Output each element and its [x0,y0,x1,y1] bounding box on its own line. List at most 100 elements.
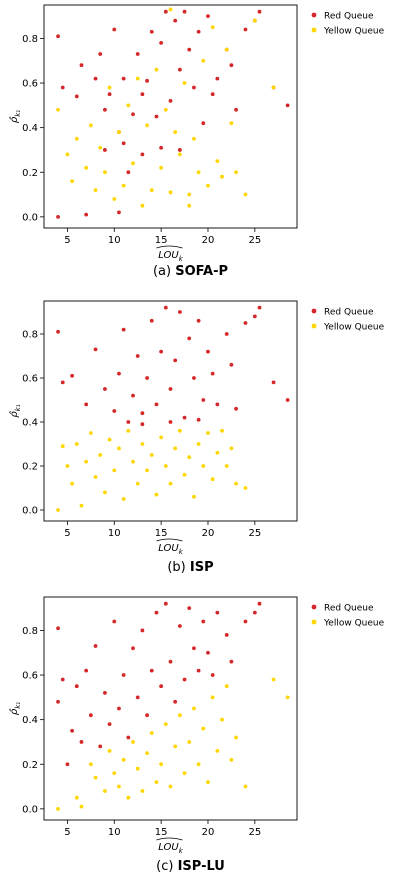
yellow-queue-point [168,784,173,789]
yellow-queue-point [210,477,215,482]
yellow-queue-point [140,442,145,446]
red-queue-point [182,415,187,420]
yellow-queue-point [131,740,135,744]
red-queue-point [135,695,140,700]
yellow-queue-point [126,795,131,800]
x-tick-label: 10 [108,528,121,539]
red-queue-point [93,347,98,352]
y-tick-label: 0.8 [22,626,38,637]
y-tick-label: 0.0 [22,804,38,815]
red-queue-point [187,336,192,341]
legend-label: Red Queue [324,12,374,22]
x-tick-label: 15 [155,827,168,838]
yellow-queue-point [159,762,164,767]
red-queue-point [206,650,210,655]
red-queue-point [177,310,182,314]
red-queue-point [126,735,131,740]
yellow-queue-point [84,459,89,464]
red-queue-point [98,744,103,749]
y-tick-label: 0.0 [22,506,38,517]
yellow-queue-point [149,453,154,457]
legend-label: Yellow Queue [323,27,385,37]
red-queue-point [168,659,173,664]
red-queue-point [74,684,79,689]
red-queue-point [103,148,107,152]
yellow-queue-point [173,446,178,451]
yellow-queue-point [182,771,187,776]
yellow-queue-point [234,481,238,486]
red-queue-point [60,85,65,90]
x-tick-label: 5 [64,528,70,539]
red-queue-point [145,376,149,380]
yellow-queue-point [201,464,206,468]
red-queue-series [56,305,290,427]
red-queue-point [163,305,168,310]
red-queue-point [145,713,149,718]
yellow-queue-point [196,762,201,767]
y-tick-label: 0.0 [22,212,38,223]
red-queue-point [163,601,168,606]
x-tick-label: 25 [248,528,261,539]
yellow-queue-point [163,464,168,468]
red-queue-point [149,668,154,673]
yellow-queue-point [56,806,60,811]
red-queue-point [88,713,93,718]
yellow-queue-point [56,508,60,512]
red-queue-point [285,103,290,108]
yellow-queue-point [271,85,276,90]
yellow-queue-point [220,428,224,433]
yellow-queue-point [74,442,79,446]
yellow-queue-point [182,81,187,85]
red-queue-point [56,699,60,704]
yellow-queue-point [65,464,70,468]
yellow-queue-point [234,735,238,740]
yellow-queue-point [145,123,149,128]
yellow-queue-point [187,203,192,208]
yellow-queue-point [79,804,84,809]
red-queue-point [56,34,60,39]
red-queue-point [60,677,65,682]
red-queue-point [121,141,126,146]
legend-marker [311,308,317,314]
yellow-queue-point [103,170,107,175]
yellow-queue-point [65,152,70,157]
yellow-queue-point [192,494,196,499]
yellow-queue-point [135,481,140,486]
red-queue-point [206,14,210,19]
yellow-queue-point [107,437,112,442]
red-queue-point [177,148,182,152]
red-queue-point [107,722,112,727]
yellow-queue-point [131,161,135,166]
yellow-queue-point [224,47,229,52]
y-axis-label: ρ̂k₁ [8,404,22,417]
red-queue-point [140,152,145,157]
panel-caption-prefix: (b) [167,560,190,575]
red-queue-point [56,214,60,219]
x-axis-label: LOUk [158,543,183,556]
red-queue-point [79,63,84,68]
red-queue-point [210,673,215,677]
red-queue-point [70,373,75,378]
chart-panel: 5 10 15 20 25 0.0 0.2 0.4 0.6 0.8 LOUk ρ̂k₁ Red Queu… [8,4,385,279]
red-queue-point [60,380,65,385]
yellow-queue-point [215,748,220,753]
yellow-queue-point [201,58,206,63]
red-queue-series [56,601,262,767]
yellow-queue-point [210,695,215,700]
red-queue-point [192,376,196,380]
red-queue-point [243,27,248,32]
yellow-queue-point [126,428,131,433]
yellow-queue-point [140,203,145,208]
red-queue-point [126,170,131,175]
yellow-queue-point [168,190,173,195]
yellow-queue-point [74,136,79,141]
red-queue-point [93,76,98,81]
red-queue-point [192,646,196,651]
yellow-queue-point [163,722,168,727]
y-tick-label: 0.6 [22,79,38,90]
x-axis-label: LOUk [158,842,183,855]
x-axis-subscript: k [179,548,184,556]
yellow-queue-point [149,188,154,192]
yellow-queue-point [177,713,182,718]
yellow-queue-point [206,431,210,435]
